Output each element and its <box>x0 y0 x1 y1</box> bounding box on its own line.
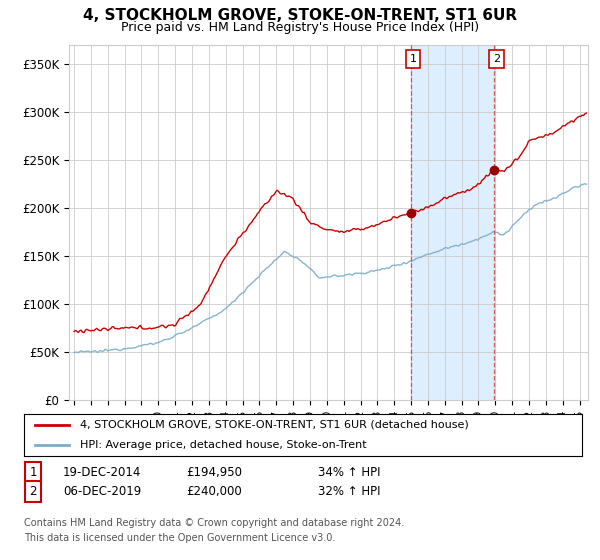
Text: Contains HM Land Registry data © Crown copyright and database right 2024.: Contains HM Land Registry data © Crown c… <box>24 518 404 528</box>
Text: 2: 2 <box>29 485 37 498</box>
Text: 19-DEC-2014: 19-DEC-2014 <box>63 465 142 479</box>
Text: HPI: Average price, detached house, Stoke-on-Trent: HPI: Average price, detached house, Stok… <box>80 440 367 450</box>
Text: 32% ↑ HPI: 32% ↑ HPI <box>318 485 380 498</box>
Text: This data is licensed under the Open Government Licence v3.0.: This data is licensed under the Open Gov… <box>24 533 335 543</box>
Text: 2: 2 <box>493 54 500 64</box>
Text: 4, STOCKHOLM GROVE, STOKE-ON-TRENT, ST1 6UR (detached house): 4, STOCKHOLM GROVE, STOKE-ON-TRENT, ST1 … <box>80 420 469 430</box>
Bar <box>410 45 494 400</box>
Text: Price paid vs. HM Land Registry's House Price Index (HPI): Price paid vs. HM Land Registry's House … <box>121 21 479 34</box>
Text: 06-DEC-2019: 06-DEC-2019 <box>63 485 141 498</box>
Text: 34% ↑ HPI: 34% ↑ HPI <box>318 465 380 479</box>
Text: 1: 1 <box>410 54 416 64</box>
Text: £240,000: £240,000 <box>186 485 242 498</box>
Text: £194,950: £194,950 <box>186 465 242 479</box>
Text: 1: 1 <box>29 465 37 479</box>
Text: 4, STOCKHOLM GROVE, STOKE-ON-TRENT, ST1 6UR: 4, STOCKHOLM GROVE, STOKE-ON-TRENT, ST1 … <box>83 8 517 24</box>
